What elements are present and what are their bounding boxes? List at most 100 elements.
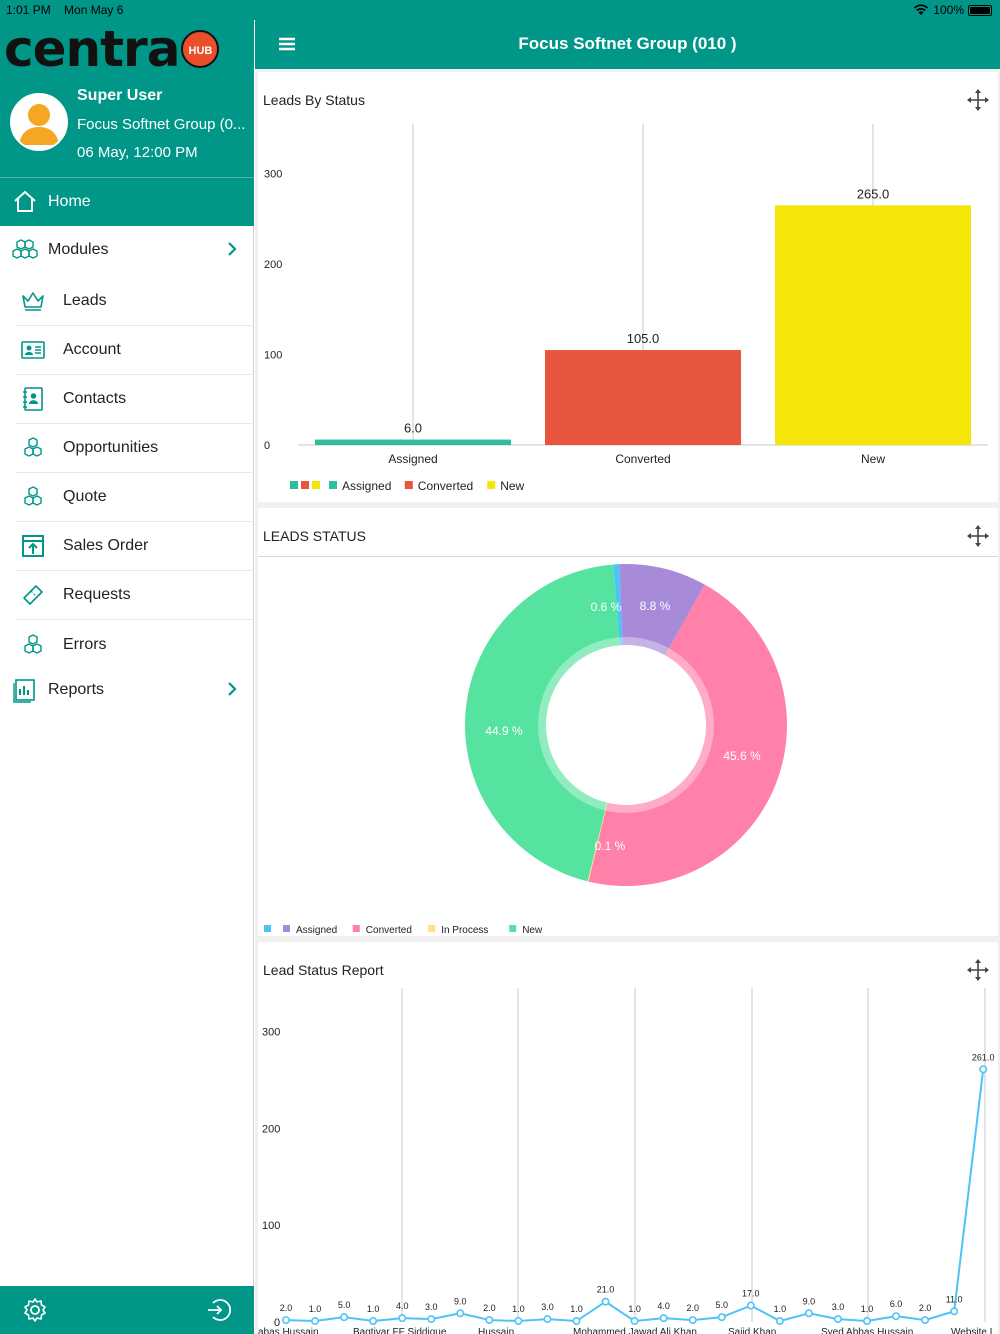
sidebar-item-label: Errors <box>63 635 107 653</box>
legend-swatch <box>301 481 309 489</box>
sidebar-item-label: Quote <box>63 488 107 505</box>
data-label: 2.0 <box>483 1303 496 1313</box>
data-point <box>746 1301 755 1310</box>
id-card-icon <box>21 341 45 359</box>
data-label: 2.0 <box>919 1303 932 1313</box>
data-label: 4.0 <box>396 1301 409 1311</box>
data-point <box>398 1314 407 1323</box>
hamburger-icon[interactable] <box>277 35 297 53</box>
legend-label: In Process <box>441 925 488 936</box>
data-point <box>659 1314 668 1323</box>
app-logo: centra HUB <box>4 24 220 74</box>
sidebar-item-errors[interactable]: Errors <box>16 620 254 669</box>
sidebar-item-label: Contacts <box>63 390 127 407</box>
sidebar-item-home[interactable]: Home <box>0 177 254 226</box>
x-tick-label: Syed Abbas Hussain <box>821 1327 913 1334</box>
data-label: 1.0 <box>367 1304 380 1314</box>
status-date: Mon May 6 <box>64 3 124 17</box>
legend-swatch <box>264 925 271 932</box>
sidebar-footer <box>0 1286 254 1334</box>
data-label: 5.0 <box>338 1300 351 1310</box>
sidebar-item-sales-order[interactable]: Sales Order <box>16 522 254 571</box>
donut-chart: 0.6 % 8.8 % 45.6 % 0.1 % 44.9 % Assigned Conve… <box>264 564 788 936</box>
data-point <box>833 1315 842 1324</box>
data-point <box>775 1317 784 1326</box>
legend-swatch <box>352 925 360 932</box>
x-tick-label: New <box>861 452 885 466</box>
legend-swatch <box>487 481 496 489</box>
sidebar-item-quote[interactable]: Quote <box>16 473 254 522</box>
sidebar-item-label: Leads <box>63 292 107 309</box>
cubes-icon <box>24 486 42 506</box>
user-company: Focus Softnet Group (0... <box>77 116 246 133</box>
x-tick-label: Bagtiyar FF Siddique <box>353 1327 447 1334</box>
card-divider <box>258 556 998 557</box>
data-label: 1.0 <box>570 1304 583 1314</box>
data-label: 1.0 <box>628 1304 641 1314</box>
legend-label: Assigned <box>296 925 337 936</box>
sidebar-item-label: Account <box>63 341 121 358</box>
data-point <box>892 1312 901 1321</box>
move-arrows-icon[interactable] <box>966 958 990 982</box>
status-bar: 1:01 PM Mon May 6 100% <box>0 0 1000 20</box>
y-tick-label: 100 <box>264 350 282 362</box>
sidebar-item-requests[interactable]: Requests <box>16 571 254 620</box>
y-tick-label: 0 <box>274 1317 280 1329</box>
bar <box>545 350 741 445</box>
move-arrows-icon[interactable] <box>966 524 990 548</box>
data-point <box>456 1309 465 1318</box>
y-tick-label: 200 <box>264 259 282 271</box>
x-tick-label: Sajid Khan <box>728 1327 776 1334</box>
x-tick-label: Hussain <box>478 1327 514 1334</box>
pie-slice <box>587 802 608 882</box>
main-content: Focus Softnet Group (010 ) Leads By Stat… <box>255 0 1000 1334</box>
page-title: Focus Softnet Group (010 ) <box>518 34 737 53</box>
legend-swatch <box>290 481 298 489</box>
slice-label: 0.1 % <box>595 839 626 853</box>
sidebar-item-reports[interactable]: Reports <box>0 666 254 714</box>
move-arrows-icon[interactable] <box>966 88 990 112</box>
y-tick-label: 300 <box>264 169 282 181</box>
pie-slice <box>613 564 623 646</box>
data-label: 4.0 <box>657 1301 670 1311</box>
gear-icon[interactable] <box>22 1297 48 1323</box>
battery-percent: 100% <box>933 3 964 17</box>
slice-label: 0.6 % <box>591 600 622 614</box>
sidebar-item-modules[interactable]: Modules <box>0 226 254 274</box>
x-tick-label: Converted <box>615 452 670 466</box>
bar <box>315 439 511 445</box>
data-label: 3.0 <box>832 1302 845 1312</box>
ticket-icon <box>23 585 43 605</box>
sidebar-item-contacts[interactable]: Contacts <box>16 375 254 424</box>
sidebar-item-opportunities[interactable]: Opportunities <box>16 424 254 473</box>
x-tick-label: Mohammed Jawad Ali Khan <box>573 1327 697 1334</box>
sidebar-item-leads[interactable]: Leads <box>16 277 254 326</box>
bar-value-label: 265.0 <box>857 186 890 201</box>
sidebar-item-account[interactable]: Account <box>16 326 254 375</box>
slice-label: 45.6 % <box>723 749 761 763</box>
data-point <box>485 1316 494 1325</box>
x-tick-label: Website L <box>951 1327 996 1334</box>
data-label: 9.0 <box>454 1296 467 1306</box>
avatar[interactable] <box>10 93 68 151</box>
upload-box-icon <box>22 535 44 557</box>
data-point <box>427 1315 436 1324</box>
y-tick-label: 200 <box>262 1123 280 1135</box>
data-point <box>281 1316 290 1325</box>
data-point <box>311 1317 320 1326</box>
data-label: 1.0 <box>309 1304 322 1314</box>
legend-label: Assigned <box>342 479 391 493</box>
chevron-right-icon <box>228 682 237 696</box>
legend-swatch <box>329 481 337 489</box>
battery-icon <box>968 4 992 16</box>
data-point <box>340 1313 349 1322</box>
user-avatar-icon <box>12 95 66 149</box>
pie-slice <box>588 584 788 886</box>
home-icon <box>14 191 36 212</box>
logout-icon[interactable] <box>206 1297 232 1323</box>
bar <box>775 205 971 445</box>
pie-slice <box>465 564 620 882</box>
legend-label: New <box>522 925 543 936</box>
wifi-icon <box>914 4 929 15</box>
data-label: 9.0 <box>803 1296 816 1306</box>
